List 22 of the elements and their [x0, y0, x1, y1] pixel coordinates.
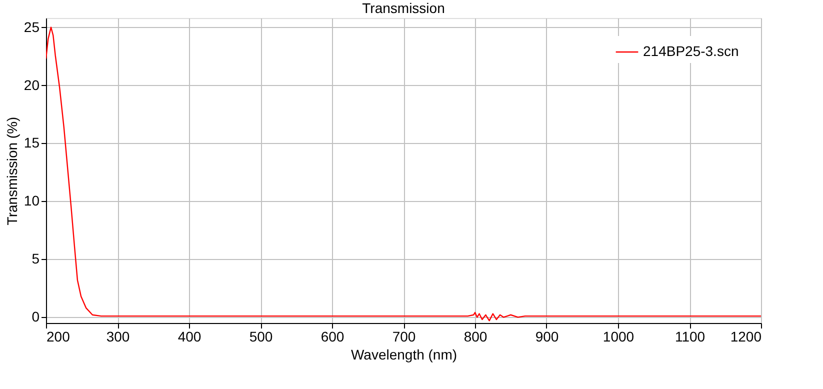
x-tick-label: 800	[464, 328, 488, 344]
x-tick-label: 700	[392, 328, 416, 344]
y-tick-label: 0	[32, 308, 40, 325]
x-tick-label: 600	[320, 328, 344, 344]
y-tick-label: 10	[24, 192, 40, 209]
line-series	[46, 26, 761, 322]
x-tick-label: 900	[535, 328, 559, 344]
y-tick-label: 25	[24, 18, 40, 35]
x-tick-label: 500	[249, 328, 273, 344]
y-tick-label: 5	[32, 250, 40, 267]
x-tick-label: 300	[106, 328, 130, 344]
x-tick-label: 400	[178, 328, 202, 344]
x-tick-label: 200	[46, 328, 70, 344]
x-tick-label: 1200	[730, 328, 762, 344]
x-axis-title: Wavelength (nm)	[350, 346, 458, 362]
y-tick-label: 15	[24, 134, 40, 151]
y-axis-title: Transmission (%)	[4, 116, 20, 226]
x-tick-label: 1100	[674, 328, 706, 344]
chart-title: Transmission	[362, 0, 445, 16]
y-tick-label: 20	[24, 76, 40, 93]
legend-label: 214BP25-3.scn	[643, 43, 739, 59]
x-tick-label: 1000	[602, 328, 634, 344]
